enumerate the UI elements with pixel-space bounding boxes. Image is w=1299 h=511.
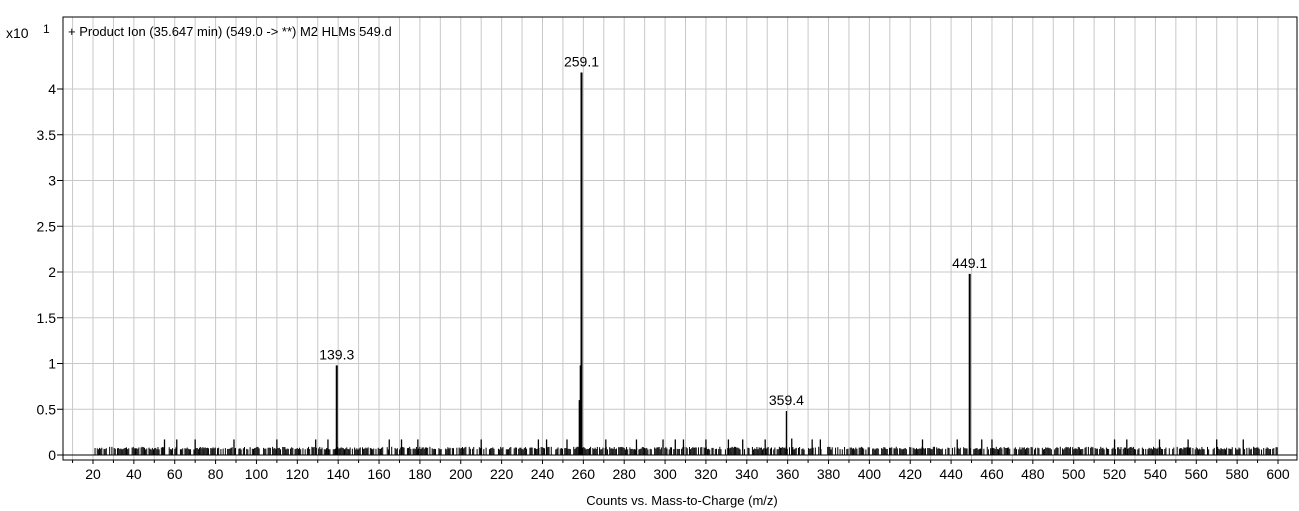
y-tick-label: 2 [48, 264, 56, 280]
plot-frame [62, 16, 1298, 461]
y-tick-label: 3 [48, 173, 56, 189]
x-tick-label: 340 [735, 466, 759, 482]
x-tick-label: 80 [208, 466, 224, 482]
peak-label: 139.3 [319, 346, 354, 362]
x-tick-label: 100 [245, 466, 269, 482]
x-tick-label: 200 [449, 466, 473, 482]
x-tick-label: 180 [408, 466, 432, 482]
peak-label: 359.4 [769, 392, 804, 408]
x-tick-label: 120 [286, 466, 310, 482]
x-tick-label: 440 [939, 466, 963, 482]
x-tick-label: 260 [572, 466, 596, 482]
x-tick-label: 220 [490, 466, 514, 482]
x-tick-label: 40 [126, 466, 142, 482]
x-tick-label: 240 [531, 466, 555, 482]
y-tick-label: 2.5 [37, 218, 57, 234]
x-tick-label: 320 [694, 466, 718, 482]
x-tick-label: 480 [1021, 466, 1045, 482]
y-tick-label: 1 [48, 356, 56, 372]
x-tick-label: 360 [776, 466, 800, 482]
x-tick-label: 540 [1144, 466, 1168, 482]
y-multiplier-label: x10 [6, 25, 29, 41]
x-tick-label: 20 [85, 466, 101, 482]
y-tick-label: 0 [48, 447, 56, 463]
grid-layer [63, 17, 1297, 460]
peak-label-layer: 139.3 259.1 359.4 449.1 [319, 54, 987, 409]
x-tick-label: 460 [980, 466, 1004, 482]
x-axis-label: Counts vs. Mass-to-Charge (m/z) [586, 493, 777, 508]
baseline-noise-layer [94, 446, 1278, 455]
x-tick-label: 560 [1185, 466, 1209, 482]
x-tick-label: 380 [817, 466, 841, 482]
x-axis: 20 40 60 80 100 120 140 160 180 200 220 240 260 280 30… [72, 460, 1290, 482]
x-tick-label: 400 [858, 466, 882, 482]
x-tick-label: 500 [1062, 466, 1086, 482]
peak-label: 259.1 [564, 54, 599, 70]
x-tick-label: 580 [1225, 466, 1249, 482]
y-multiplier-exponent: 1 [43, 22, 50, 36]
peak-label: 449.1 [952, 255, 987, 271]
x-tick-label: 160 [367, 466, 391, 482]
x-tick-label: 520 [1103, 466, 1127, 482]
x-tick-label: 420 [899, 466, 923, 482]
y-tick-label: 3.5 [37, 127, 57, 143]
peak-layer [163, 72, 1244, 455]
x-tick-label: 60 [167, 466, 183, 482]
y-axis: 0 0.5 1 1.5 2 2.5 3 3.5 4 [37, 81, 1297, 463]
x-tick-label: 140 [326, 466, 350, 482]
x-tick-label: 300 [653, 466, 677, 482]
y-tick-label: 4 [48, 81, 56, 97]
x-tick-label: 280 [613, 466, 637, 482]
y-tick-label: 1.5 [37, 310, 57, 326]
x-tick-label: 600 [1266, 466, 1290, 482]
y-tick-label: 0.5 [37, 401, 57, 417]
chart-title: + Product Ion (35.647 min) (549.0 -> **)… [68, 24, 392, 39]
